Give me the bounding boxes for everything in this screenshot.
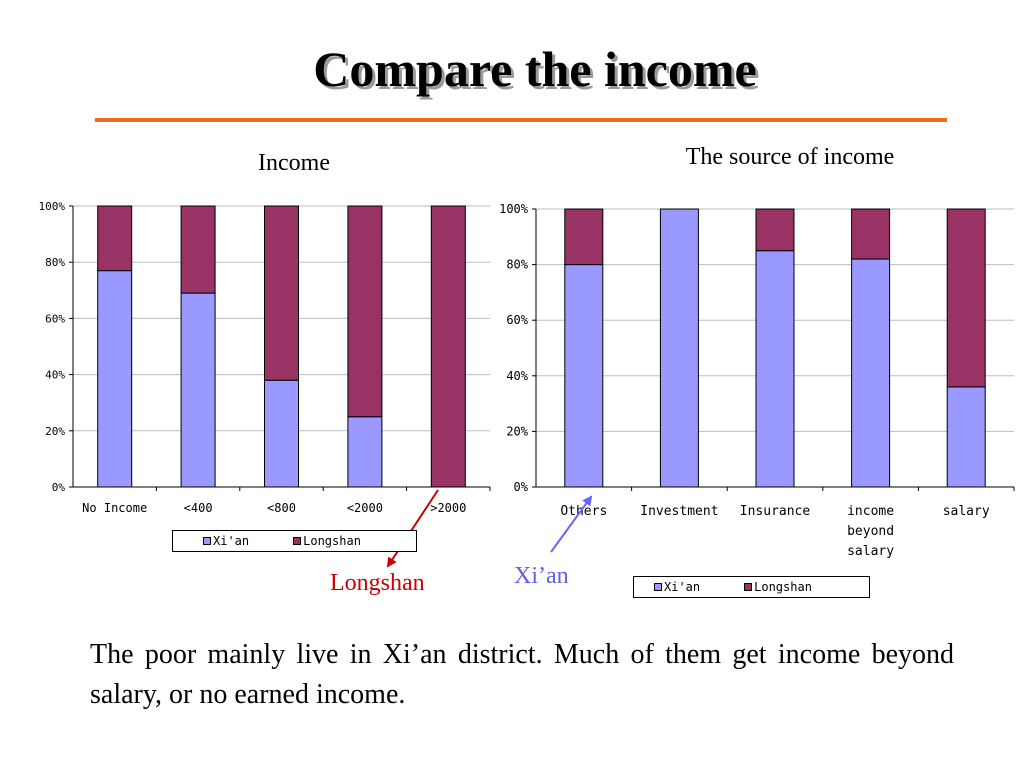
y-tick-label: 0% <box>514 480 529 494</box>
title-divider <box>95 118 947 122</box>
bar-longshan-2000 <box>430 205 466 488</box>
legend-label-longshan: Longshan <box>303 534 361 548</box>
legend-item-xian: Xi'an <box>203 534 249 548</box>
legend-label-xian: Xi'an <box>664 580 701 594</box>
bar-longshan-others <box>564 208 604 266</box>
category-label-income-beyond-salary: income beyond salary <box>847 504 894 559</box>
category-label-400: <400 <box>184 501 213 515</box>
y-tick-label: 60% <box>45 312 65 325</box>
bar-xi-an-800 <box>264 379 299 488</box>
chart-income-legend: Xi'an Longshan <box>172 530 417 552</box>
y-tick-label: 20% <box>506 424 528 438</box>
xian-arrow <box>550 495 593 553</box>
summary-text: The poor mainly live in Xi’an district. … <box>90 639 954 710</box>
legend-label-longshan: Longshan <box>754 580 812 594</box>
bar-longshan-800 <box>264 205 299 381</box>
bar-longshan-income-beyond-salary <box>851 208 891 260</box>
y-tick-label: 80% <box>45 256 65 269</box>
chart-source-legend: Xi'an Longshan <box>633 576 870 598</box>
y-tick-label: 100% <box>499 202 529 216</box>
chart-source-title: The source of income <box>685 144 895 170</box>
bar-xi-an-400 <box>180 292 216 488</box>
longshan-annotation: Longshan <box>330 570 425 596</box>
y-tick-label: 40% <box>506 369 528 383</box>
bar-xi-an-no-income <box>97 270 133 488</box>
bar-xi-an-income-beyond-salary <box>851 258 891 488</box>
category-label-800: <800 <box>267 501 296 515</box>
y-tick-label: 0% <box>52 481 66 494</box>
category-label-investment: Investment <box>640 504 718 519</box>
bar-longshan-insurance <box>755 208 795 252</box>
bar-xi-an-insurance <box>755 250 795 488</box>
chart-source-of-income: 0% 20% 40% 60% 80% 100% Others Investment Insura… <box>499 202 1015 559</box>
slide-title: Compare the income <box>313 41 757 97</box>
category-label-salary: salary <box>943 504 990 519</box>
legend-swatch-longshan <box>293 537 302 545</box>
y-tick-label: 100% <box>39 200 66 213</box>
category-label-2000: <2000 <box>347 501 383 515</box>
legend-item-longshan: Longshan <box>744 580 812 594</box>
legend-swatch-longshan <box>744 583 753 591</box>
bar-xi-an-salary <box>946 386 986 488</box>
legend-item-xian: Xi'an <box>654 580 700 594</box>
xian-annotation: Xi’an <box>514 563 569 589</box>
category-label-no-income: No Income <box>82 501 147 515</box>
category-label-others: Others <box>560 504 607 519</box>
bar-longshan-2000 <box>347 205 383 418</box>
bar-longshan-no-income <box>97 205 133 272</box>
bar-xi-an-2000 <box>347 416 383 488</box>
y-tick-label: 20% <box>45 425 65 438</box>
chart-income-title: Income <box>258 150 330 176</box>
y-tick-label: 40% <box>45 369 65 382</box>
legend-swatch-xian <box>203 537 211 545</box>
y-tick-label: 80% <box>506 258 528 272</box>
legend-item-longshan: Longshan <box>293 534 361 548</box>
y-tick-label: 60% <box>506 313 528 327</box>
legend-label-xian: Xi'an <box>213 534 250 548</box>
bar-longshan-400 <box>180 205 216 294</box>
bar-xi-an-investment <box>659 208 699 488</box>
bar-longshan-salary <box>946 208 986 388</box>
chart-income: 0% 20% 40% 60% 80% 100% No Income <400 <800 <2000… <box>39 200 491 515</box>
category-label-2000: >2000 <box>430 501 466 515</box>
legend-swatch-xian <box>654 583 662 591</box>
bar-xi-an-others <box>564 264 604 488</box>
longshan-arrow <box>386 489 439 568</box>
category-label-insurance: Insurance <box>740 504 811 519</box>
